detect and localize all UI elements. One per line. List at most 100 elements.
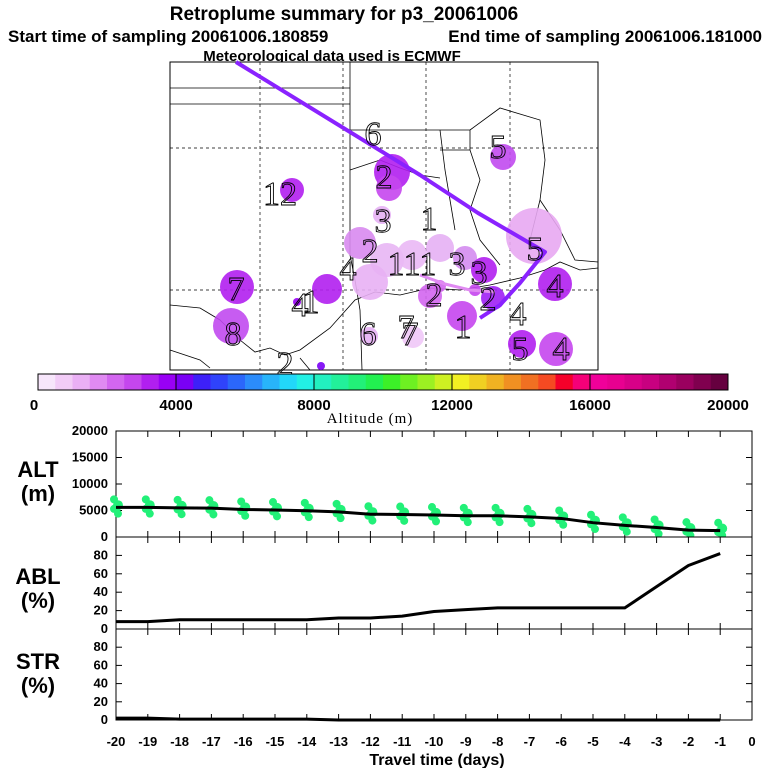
colorbar-cell [624, 374, 643, 390]
subtitle-met: Meteorological data used is ECMWF [203, 48, 461, 65]
day-label: 8 [225, 316, 242, 353]
day-label: 4 [547, 268, 564, 305]
altitude-point [463, 518, 472, 527]
colorbar-cell [245, 374, 263, 390]
alt-label: ALT [17, 457, 59, 482]
day-label: 12 [263, 176, 297, 213]
colorbar-cell [141, 374, 160, 390]
colorbar-cell [521, 374, 539, 390]
colorbar-label: Altitude (m) [327, 411, 414, 427]
y-tick-label: 60 [94, 657, 108, 672]
colorbar-cell [590, 374, 608, 390]
altitude-point [432, 517, 440, 526]
day-label: 7 [228, 271, 245, 308]
x-tick-label: -5 [587, 734, 599, 749]
abl-panel-frame [115, 536, 753, 630]
colorbar-cell [365, 374, 384, 390]
colorbar-cell [89, 374, 108, 390]
trajectory-line [234, 60, 547, 320]
colorbar-cell [641, 374, 660, 390]
day-label: 6 [365, 116, 382, 153]
day-label: 5 [490, 129, 507, 166]
trajectory-path [234, 60, 547, 320]
x-tick-label: -12 [361, 734, 380, 749]
colorbar-cell [503, 374, 522, 390]
day-label: 7 [402, 316, 419, 353]
abl-panel: 0 20 40 60 80 [94, 536, 753, 636]
day-label: 6 [360, 316, 377, 353]
day-label: 1 [388, 246, 405, 283]
plume-circle [376, 175, 402, 201]
alt-unit-label: (m) [21, 481, 55, 506]
day-label: 3 [449, 246, 466, 283]
x-tick-label: -6 [555, 734, 567, 749]
plume-circle [213, 308, 249, 344]
x-tick-label: -13 [329, 734, 348, 749]
colorbar-cell [262, 374, 280, 390]
str-series-line [116, 716, 721, 722]
colorbar-cell [158, 374, 177, 390]
colorbar-cell [55, 374, 73, 390]
day-label: 4 [553, 331, 570, 368]
colorbar-cell [124, 374, 142, 390]
colorbar-cell [693, 374, 712, 390]
plume-circle [397, 240, 427, 270]
plume-circle [490, 144, 516, 170]
str-label: STR [16, 649, 60, 674]
plume-circle [453, 246, 477, 270]
colorbar-tick-label: 0 [30, 397, 38, 414]
altitude-point [527, 519, 536, 528]
y-tick-label: 10000 [72, 476, 108, 491]
day-label: 1 [421, 201, 438, 238]
colorbar-cell [572, 374, 591, 390]
colorbar-tick-label: 4000 [159, 397, 192, 414]
altitude-colorbar: 0 4000 8000 12000 16000 20000 Altitude (m) [30, 373, 749, 427]
x-axis-label: Travel time (days) [369, 752, 504, 768]
x-tick-label: -18 [170, 734, 189, 749]
day-label: 2 [376, 159, 393, 196]
day-label: 1 [455, 309, 472, 346]
colorbar-cell [469, 374, 487, 390]
colorbar-cell [486, 374, 505, 390]
x-tick-label: -10 [425, 734, 444, 749]
altitude-point [400, 516, 409, 525]
x-tick-label: -15 [266, 734, 285, 749]
chart-title: Retroplume summary for p3_20061006 [170, 4, 519, 25]
y-tick-label: 20000 [72, 423, 108, 438]
colorbar-cell [383, 374, 401, 390]
colorbar-cell [452, 374, 470, 390]
colorbar-cell [607, 374, 625, 390]
plume-circle [293, 298, 301, 306]
x-tick-label: -11 [393, 734, 411, 749]
y-tick-label: 80 [94, 547, 108, 562]
y-tick-label: 0 [101, 621, 108, 636]
altitude-point [241, 511, 250, 520]
colorbar-tick-label: 12000 [431, 397, 473, 414]
y-tick-label: 15000 [72, 450, 108, 465]
y-tick-label: 20 [94, 603, 108, 618]
x-tick-label: -4 [619, 734, 631, 749]
y-tick-label: 60 [94, 566, 108, 581]
x-tick-label: -14 [297, 734, 317, 749]
plume-circle [447, 301, 477, 331]
altitude-point [177, 510, 186, 519]
abl-unit-label: (%) [21, 588, 55, 613]
y-tick-label: 20 [94, 694, 108, 709]
day-label: 3 [375, 203, 392, 240]
colorbar-cell [107, 374, 125, 390]
altitude-point [495, 518, 504, 527]
trajectory-branch [419, 273, 496, 294]
altitude-point [654, 529, 663, 538]
plume-circles [213, 144, 573, 370]
colorbar-cell [348, 374, 367, 390]
colorbar-cell [210, 374, 229, 390]
y-tick-label: 0 [101, 712, 108, 727]
day-label: 5 [512, 331, 529, 368]
colorbar-cell [72, 374, 91, 390]
subtitle-end: End time of sampling 20061006.181000 [448, 27, 762, 46]
str-panel-frame [115, 628, 753, 721]
plume-circle [539, 332, 573, 366]
time-series-panels: 0 5000 10000 15000 20000 0 20 40 60 80 0 20 40 60 80 -2… [72, 423, 756, 749]
